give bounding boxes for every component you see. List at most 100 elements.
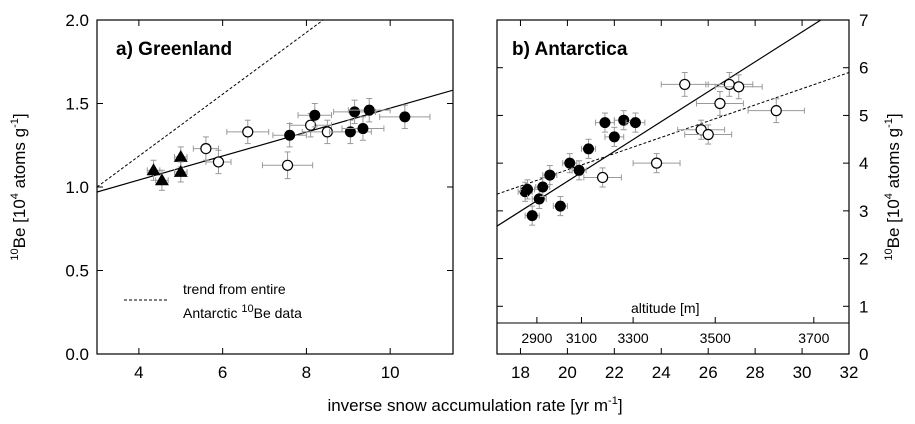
filled-circle-marker xyxy=(573,164,585,176)
data-point-open-circle xyxy=(705,71,754,97)
open-circle-marker xyxy=(733,81,745,93)
filled-circle-marker xyxy=(526,210,538,222)
y-tick-label: 3 xyxy=(859,202,868,221)
triangle-marker xyxy=(146,163,161,176)
altitude-label: altitude [m] xyxy=(631,300,699,316)
y-tick-label: 2 xyxy=(859,250,868,269)
antarctica-axes: 18 20 22 24 26 28 30 320 1 2 3 4 5 6 7 xyxy=(497,11,868,382)
data-point-triangle xyxy=(154,169,169,191)
filled-circle-marker xyxy=(618,114,630,126)
open-circle-marker xyxy=(305,119,317,131)
y-tick-label: 0.0 xyxy=(65,345,89,364)
filled-circle-marker xyxy=(599,117,611,129)
data-point-triangle xyxy=(173,161,188,183)
panel-antarctica: 18 20 22 24 26 28 30 320 1 2 3 4 5 6 7 b) Antarctica a… xyxy=(496,11,868,382)
x-tick-label: 8 xyxy=(302,363,311,382)
data-point-filled-circle xyxy=(328,119,372,145)
x-tick-label: 10 xyxy=(381,363,400,382)
data-point-filled-circle xyxy=(524,205,540,226)
data-point-filled-circle xyxy=(625,112,646,133)
antarctica-frame xyxy=(496,19,850,355)
antarctica-title: b) Antarctica xyxy=(512,39,628,60)
data-point-open-circle xyxy=(747,98,805,124)
filled-circle-marker xyxy=(349,106,361,118)
data-point-open-circle xyxy=(583,167,622,188)
data-point-open-circle xyxy=(261,151,314,180)
altitude-ticks: 2900 3100 3300 3500 3700 xyxy=(521,317,830,346)
filled-circle-marker xyxy=(357,123,369,135)
x-tick-label: 20 xyxy=(558,363,577,382)
x-tick-label: 32 xyxy=(840,363,859,382)
x-axis-title: inverse snow accumulation rate [yr m-1] xyxy=(327,395,622,415)
open-circle-marker xyxy=(714,97,726,110)
altitude-tick-label: 3300 xyxy=(618,330,649,346)
y-tick-label: 4 xyxy=(859,154,868,173)
open-circle-marker xyxy=(702,128,714,141)
data-point-open-circle xyxy=(714,74,763,100)
filled-circle-marker xyxy=(629,117,641,129)
data-point-open-circle xyxy=(205,149,232,175)
trend-line xyxy=(497,72,849,195)
data-point-filled-circle xyxy=(272,123,307,148)
filled-circle-marker xyxy=(522,183,534,195)
y-tick-label: 1 xyxy=(859,297,868,316)
y-axis-title-right: 10Be [104 atoms g-1] xyxy=(883,113,903,260)
legend-line1: trend from entire xyxy=(183,281,286,297)
data-point-filled-circle xyxy=(379,104,431,130)
data-point-filled-circle xyxy=(519,179,536,200)
data-point-open-circle xyxy=(192,136,219,161)
data-point-filled-circle xyxy=(595,112,615,133)
fit-line xyxy=(97,89,453,193)
data-point-open-circle xyxy=(695,91,744,116)
y-tick-label: 0.5 xyxy=(65,262,89,281)
data-point-open-circle xyxy=(632,153,681,174)
x-tick-label: 24 xyxy=(652,363,671,382)
data-point-open-circle xyxy=(684,124,733,145)
x-tick-label: 6 xyxy=(218,363,227,382)
open-circle-marker xyxy=(650,157,663,169)
greenland-frame xyxy=(96,19,454,355)
data-point-filled-circle xyxy=(552,196,568,217)
filled-circle-marker xyxy=(608,131,620,143)
filled-circle-marker xyxy=(537,181,549,193)
x-tick-label: 22 xyxy=(605,363,624,382)
data-point-open-circle xyxy=(226,119,270,145)
filled-circle-marker xyxy=(583,143,595,155)
open-circle-marker xyxy=(212,156,225,168)
data-point-filled-circle xyxy=(341,116,385,141)
y-tick-label: 2.0 xyxy=(65,11,89,30)
filled-circle-marker xyxy=(344,126,356,138)
open-circle-marker xyxy=(281,159,294,171)
data-point-filled-circle xyxy=(347,97,391,123)
data-point-triangle xyxy=(146,159,161,181)
x-tick-label: 18 xyxy=(511,363,530,382)
x-tick-label: 26 xyxy=(699,363,718,382)
altitude-tick-label: 2900 xyxy=(521,330,552,346)
open-circle-marker xyxy=(596,171,609,184)
greenland-axes: 4 6 8 10 0.0 0.5 1.0 1.5 2.0 xyxy=(65,11,453,382)
open-circle-marker xyxy=(242,126,254,138)
filled-circle-marker xyxy=(554,200,566,212)
open-circle-marker xyxy=(770,105,782,117)
filled-circle-marker xyxy=(564,157,576,169)
altitude-tick-label: 3700 xyxy=(798,330,829,346)
x-tick-label: 4 xyxy=(134,363,143,382)
x-tick-label: 30 xyxy=(793,363,812,382)
triangle-marker xyxy=(173,164,188,177)
y-tick-label: 6 xyxy=(859,59,868,78)
filled-circle-marker xyxy=(399,111,411,123)
y-axis-title-left: 10Be [104 atoms g-1] xyxy=(9,113,29,260)
open-circle-marker xyxy=(723,78,735,91)
trend-line xyxy=(97,20,324,188)
data-point-filled-circle xyxy=(604,126,625,147)
greenland-title: a) Greenland xyxy=(116,39,232,60)
data-point-open-circle xyxy=(660,71,709,97)
y-tick-label: 7 xyxy=(859,11,868,30)
data-point-filled-circle xyxy=(580,138,597,159)
greenland-plot-area xyxy=(97,20,453,193)
y-tick-label: 0 xyxy=(859,345,868,364)
data-point-filled-circle xyxy=(571,160,587,181)
data-point-filled-circle xyxy=(542,165,558,186)
legend-line2: Antarctic 10Be data xyxy=(183,303,302,321)
